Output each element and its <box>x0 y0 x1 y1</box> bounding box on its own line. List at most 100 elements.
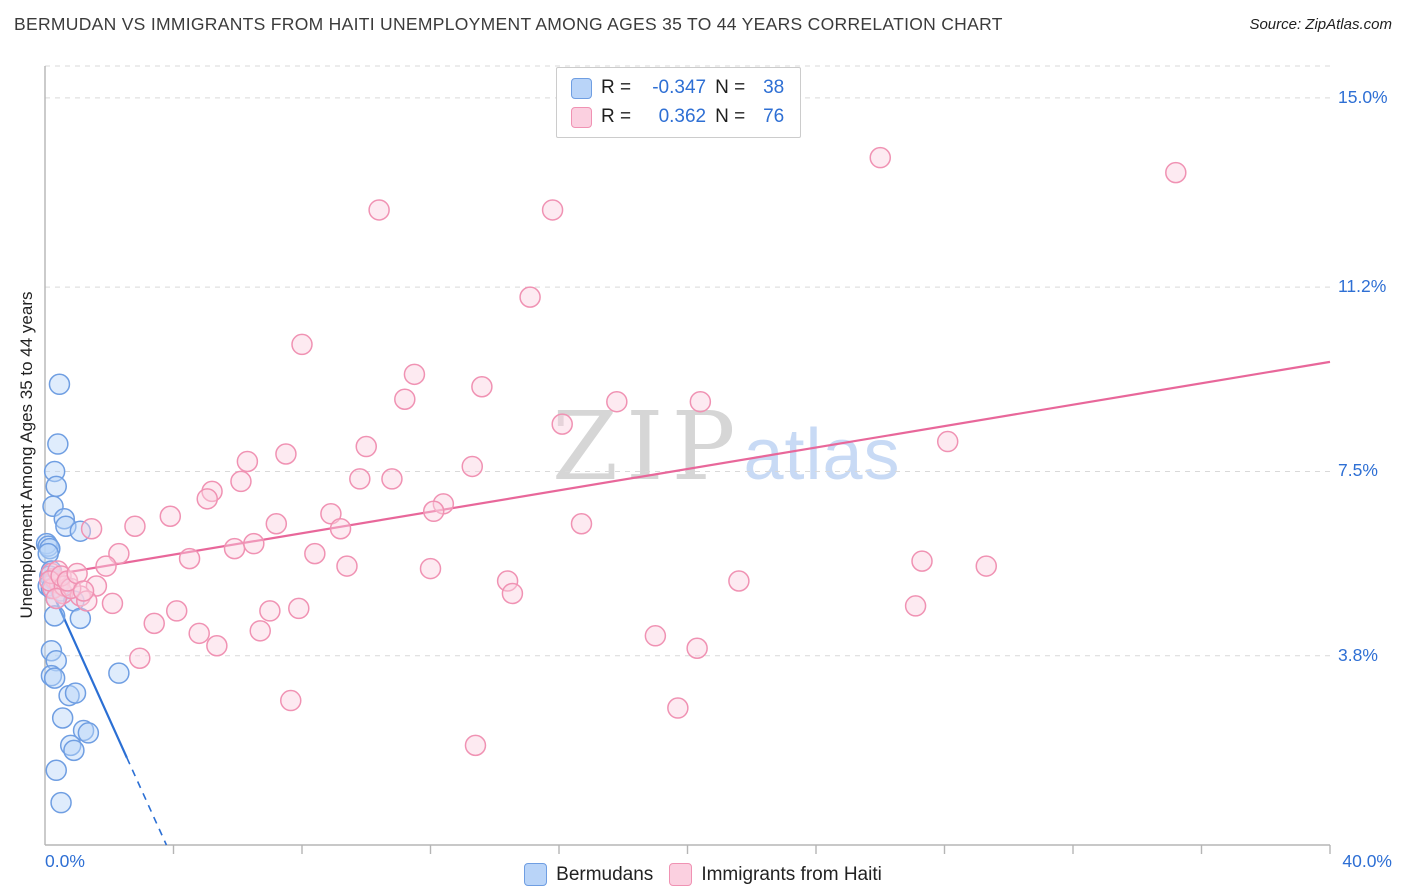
scatter-point-immigrants-from-haiti <box>85 575 108 597</box>
scatter-point-immigrants-from-haiti <box>223 537 246 560</box>
scatter-point-immigrants-from-haiti <box>667 697 689 719</box>
scatter-point-immigrants-from-haiti <box>178 547 201 570</box>
scatter-point-immigrants-from-haiti <box>129 647 151 669</box>
scatter-point-immigrants-from-haiti <box>80 517 103 540</box>
page-title: BERMUDAN VS IMMIGRANTS FROM HAITI UNEMPL… <box>14 14 1003 34</box>
stats-legend-box: R = -0.347 N = 38 R = 0.362 N = 76 <box>556 67 802 138</box>
scatter-point-immigrants-from-haiti <box>461 455 484 478</box>
scatter-point-immigrants-from-haiti <box>869 146 891 169</box>
bermudans-swatch-icon <box>524 863 548 886</box>
scatter-point-bermudans <box>53 508 76 530</box>
y-tick-label: 3.8% <box>1338 644 1378 665</box>
scatter-point-immigrants-from-haiti <box>288 597 310 620</box>
n-label: N = <box>715 106 746 127</box>
scatter-point-immigrants-from-haiti <box>124 515 146 537</box>
n-value-bermudans: 38 <box>763 77 785 98</box>
trend-line-immigrants-from-haiti <box>44 360 1331 578</box>
scatter-point-immigrants-from-haiti <box>689 390 712 413</box>
x-axis-max-label: 40.0% <box>1342 851 1392 871</box>
scatter-point-immigrants-from-haiti <box>280 689 302 712</box>
y-tick-label: 7.5% <box>1338 460 1378 481</box>
stats-row-haiti: R = 0.362 N = 76 <box>571 106 784 128</box>
scatter-point-bermudans <box>40 639 63 662</box>
scatter-point-immigrants-from-haiti <box>159 505 182 528</box>
r-value-bermudans: -0.347 <box>652 77 707 98</box>
scatter-point-immigrants-from-haiti <box>606 390 628 413</box>
scatter-point-immigrants-from-haiti <box>143 612 165 635</box>
scatter-point-immigrants-from-haiti <box>101 592 124 615</box>
scatter-point-immigrants-from-haiti <box>975 555 998 577</box>
scatter-point-bermudans <box>48 373 71 396</box>
scatter-point-bermudans <box>37 542 59 565</box>
scatter-point-immigrants-from-haiti <box>686 637 708 660</box>
scatter-point-bermudans <box>77 722 100 744</box>
scatter-point-immigrants-from-haiti <box>355 435 377 458</box>
stats-row-bermudans: R = -0.347 N = 38 <box>571 77 784 99</box>
scatter-point-immigrants-from-haiti <box>95 555 117 577</box>
scatter-point-immigrants-from-haiti <box>728 570 750 592</box>
scatter-point-immigrants-from-haiti <box>336 555 358 577</box>
scatter-point-immigrants-from-haiti <box>329 517 352 540</box>
scatter-point-immigrants-from-haiti <box>464 734 487 757</box>
scatter-point-bermudans <box>47 433 69 455</box>
scatter-point-immigrants-from-haiti <box>320 503 342 525</box>
y-tick-label: 11.2% <box>1338 276 1387 297</box>
scatter-point-bermudans <box>51 707 74 729</box>
scatter-point-immigrants-from-haiti <box>541 199 564 221</box>
scatter-point-immigrants-from-haiti <box>368 199 390 221</box>
scatter-point-immigrants-from-haiti <box>394 388 416 410</box>
scatter-point-bermudans <box>108 662 130 684</box>
scatter-point-immigrants-from-haiti <box>570 512 593 535</box>
scatter-point-immigrants-from-haiti <box>419 557 442 580</box>
scatter-point-bermudans <box>43 667 66 689</box>
scatter-point-bermudans <box>45 759 67 782</box>
scatter-point-immigrants-from-haiti <box>381 468 403 490</box>
scatter-point-immigrants-from-haiti <box>551 413 573 435</box>
scatter-point-immigrants-from-haiti <box>249 620 271 642</box>
trend-line-dashed-bermudans <box>126 757 168 846</box>
scatter-point-immigrants-from-haiti <box>501 582 524 605</box>
y-axis-label: Unemployment Among Ages 35 to 44 years <box>17 291 36 619</box>
scatter-point-immigrants-from-haiti <box>72 580 95 602</box>
scatter-point-immigrants-from-haiti <box>206 635 228 657</box>
legend-label-haiti: Immigrants from Haiti <box>701 863 882 885</box>
r-label: R = <box>601 77 632 98</box>
n-value-haiti: 76 <box>763 106 785 127</box>
haiti-swatch-icon <box>669 863 693 886</box>
scatter-point-bermudans <box>40 664 63 687</box>
legend-item-haiti[interactable]: Immigrants from Haiti <box>669 863 882 886</box>
scatter-point-immigrants-from-haiti <box>108 542 130 565</box>
haiti-swatch-icon <box>571 106 592 128</box>
scatter-point-immigrants-from-haiti <box>936 430 959 453</box>
scatter-point-immigrants-from-haiti <box>519 286 541 308</box>
legend-label-bermudans: Bermudans <box>556 863 654 885</box>
legend-item-bermudans[interactable]: Bermudans <box>524 863 653 886</box>
scatter-point-bermudans <box>63 739 85 762</box>
scatter-point-immigrants-from-haiti <box>265 512 288 535</box>
n-label: N = <box>715 77 746 98</box>
scatter-point-bermudans <box>64 682 87 704</box>
scatter-point-immigrants-from-haiti <box>904 595 927 617</box>
chart-legend: Bermudans Immigrants from Haiti <box>0 863 1406 886</box>
r-label: R = <box>601 106 632 127</box>
scatter-point-bermudans <box>43 605 66 627</box>
scatter-point-immigrants-from-haiti <box>496 570 519 592</box>
scatter-point-immigrants-from-haiti <box>644 625 667 647</box>
source-attribution: Source: ZipAtlas.com <box>1249 16 1392 33</box>
r-value-haiti: 0.362 <box>658 106 707 127</box>
y-tick-label: 15.0% <box>1338 86 1388 107</box>
scatter-point-immigrants-from-haiti <box>259 600 281 622</box>
scatter-point-immigrants-from-haiti <box>188 622 210 645</box>
scatter-point-immigrants-from-haiti <box>243 532 265 555</box>
scatter-point-immigrants-from-haiti <box>304 542 326 565</box>
scatter-point-immigrants-from-haiti <box>236 450 259 473</box>
x-axis-min-label: 0.0% <box>45 851 85 871</box>
bermudans-swatch-icon <box>571 77 592 99</box>
scatter-point-immigrants-from-haiti <box>349 468 371 490</box>
scatter-point-immigrants-from-haiti <box>275 443 297 465</box>
scatter-point-immigrants-from-haiti <box>230 470 252 493</box>
scatter-point-bermudans <box>45 475 67 498</box>
scatter-point-bermudans <box>50 791 72 814</box>
scatter-point-immigrants-from-haiti <box>403 363 426 386</box>
